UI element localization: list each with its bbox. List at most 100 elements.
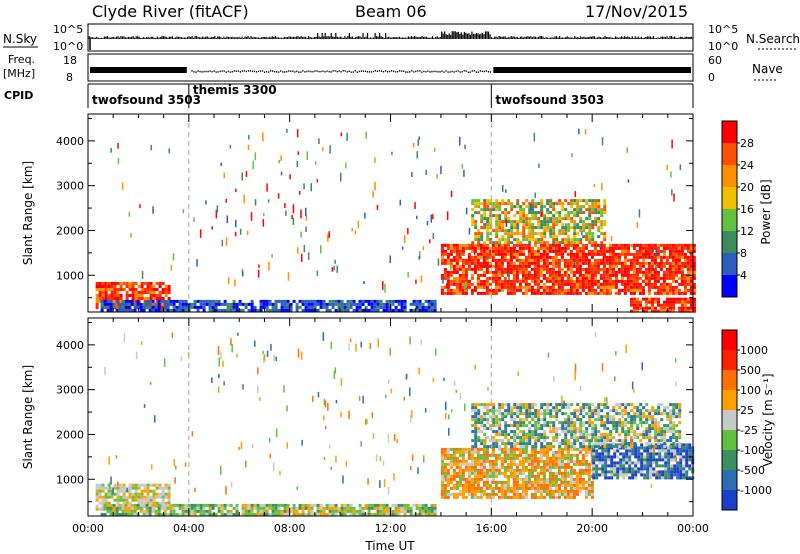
power-data-cell bbox=[510, 205, 514, 209]
velocity-data-cell bbox=[548, 477, 552, 481]
power-data-cell bbox=[573, 199, 577, 203]
freq-trace-point bbox=[235, 70, 237, 72]
velocity-data-cell bbox=[449, 462, 453, 466]
power-data-cell bbox=[310, 299, 314, 303]
power-data-cell bbox=[452, 279, 456, 283]
power-scatter-point bbox=[571, 153, 573, 158]
power-data-cell bbox=[455, 252, 459, 256]
velocity-data-cell bbox=[542, 453, 546, 457]
power-data-cell bbox=[424, 305, 428, 309]
power-data-cell bbox=[602, 270, 606, 274]
power-data-cell bbox=[650, 267, 654, 271]
velocity-data-cell bbox=[400, 509, 404, 513]
power-data-cell bbox=[295, 302, 299, 306]
power-data-cell bbox=[608, 249, 612, 253]
velocity-data-cell bbox=[595, 449, 599, 453]
power-data-cell bbox=[440, 291, 444, 295]
power-scatter-point bbox=[254, 199, 257, 206]
power-data-cell bbox=[452, 258, 456, 262]
power-data-cell bbox=[557, 279, 561, 283]
power-data-cell bbox=[564, 214, 568, 218]
velocity-data-cell bbox=[643, 461, 647, 465]
velocity-data-cell bbox=[486, 409, 490, 413]
power-data-cell bbox=[572, 255, 576, 259]
velocity-data-cell bbox=[271, 512, 275, 516]
freq-trace-point bbox=[441, 70, 443, 73]
velocity-data-cell bbox=[477, 415, 481, 419]
power-data-cell bbox=[563, 246, 567, 250]
velocity-data-cell bbox=[452, 474, 456, 478]
power-data-cell bbox=[651, 297, 654, 301]
velocity-data-cell bbox=[361, 506, 365, 510]
power-scatter-point bbox=[328, 231, 330, 238]
velocity-data-cell bbox=[301, 509, 305, 513]
power-data-cell bbox=[572, 273, 576, 277]
freq-trace-point bbox=[368, 71, 371, 73]
power-data-cell bbox=[527, 246, 531, 250]
power-data-cell bbox=[668, 267, 672, 271]
power-data-cell bbox=[596, 279, 600, 283]
power-data-cell bbox=[217, 308, 221, 312]
power-data-cell bbox=[271, 308, 275, 312]
power-data-cell bbox=[677, 291, 681, 295]
velocity-data-cell bbox=[572, 483, 576, 487]
power-data-cell bbox=[446, 288, 450, 292]
power-data-cell bbox=[199, 305, 203, 309]
power-data-cell bbox=[668, 270, 672, 274]
velocity-data-cell bbox=[522, 430, 526, 434]
power-data-cell bbox=[668, 288, 672, 292]
power-data-cell bbox=[671, 258, 675, 262]
power-data-cell bbox=[681, 300, 684, 304]
velocity-data-cell bbox=[446, 483, 450, 487]
velocity-data-cell bbox=[625, 449, 629, 453]
power-data-cell bbox=[620, 279, 624, 283]
velocity-data-cell bbox=[527, 459, 531, 463]
velocity-data-cell bbox=[685, 473, 689, 477]
velocity-data-cell bbox=[581, 447, 585, 451]
power-data-cell bbox=[104, 285, 108, 288]
power-data-cell bbox=[546, 202, 550, 206]
power-data-cell bbox=[512, 270, 516, 274]
power-data-cell bbox=[669, 300, 672, 304]
freq-trace-point bbox=[284, 71, 286, 73]
power-data-cell bbox=[539, 264, 543, 268]
power-data-cell bbox=[161, 303, 165, 306]
velocity-data-cell bbox=[486, 418, 490, 422]
velocity-data-cell bbox=[474, 418, 478, 422]
power-scatter-point bbox=[436, 174, 438, 179]
velocity-data-cell bbox=[100, 512, 104, 516]
power-data-cell bbox=[500, 258, 504, 262]
power-scatter-point bbox=[671, 189, 673, 196]
velocity-data-cell bbox=[476, 456, 480, 460]
velocity-data-cell bbox=[610, 473, 614, 477]
power-data-cell bbox=[585, 232, 589, 236]
velocity-data-cell bbox=[527, 471, 531, 475]
power-data-cell bbox=[400, 308, 404, 312]
power-data-cell bbox=[563, 279, 567, 283]
freq-trace-point bbox=[445, 70, 447, 72]
power-data-cell bbox=[491, 273, 495, 277]
velocity-data-cell bbox=[682, 449, 686, 453]
velocity-data-cell bbox=[634, 476, 638, 480]
power-data-cell bbox=[482, 282, 486, 286]
power-data-cell bbox=[489, 202, 493, 206]
velocity-data-cell bbox=[98, 495, 102, 499]
power-data-cell bbox=[516, 220, 520, 224]
power-data-cell bbox=[268, 308, 272, 312]
power-data-cell bbox=[479, 252, 483, 256]
power-data-cell bbox=[528, 241, 532, 245]
power-data-cell bbox=[193, 299, 197, 303]
power-data-cell bbox=[581, 267, 585, 271]
velocity-data-cell bbox=[119, 498, 123, 502]
velocity-data-cell bbox=[497, 486, 501, 490]
velocity-data-cell bbox=[640, 470, 644, 474]
velocity-data-cell bbox=[409, 512, 413, 516]
power-data-cell bbox=[594, 211, 598, 215]
velocity-data-cell bbox=[587, 474, 591, 478]
velocity-data-cell bbox=[512, 471, 516, 475]
power-scatter-point bbox=[658, 262, 661, 269]
velocity-data-cell bbox=[619, 473, 623, 477]
freq-trace-point bbox=[479, 70, 481, 72]
velocity-data-cell bbox=[604, 473, 608, 477]
power-data-cell bbox=[250, 302, 254, 306]
